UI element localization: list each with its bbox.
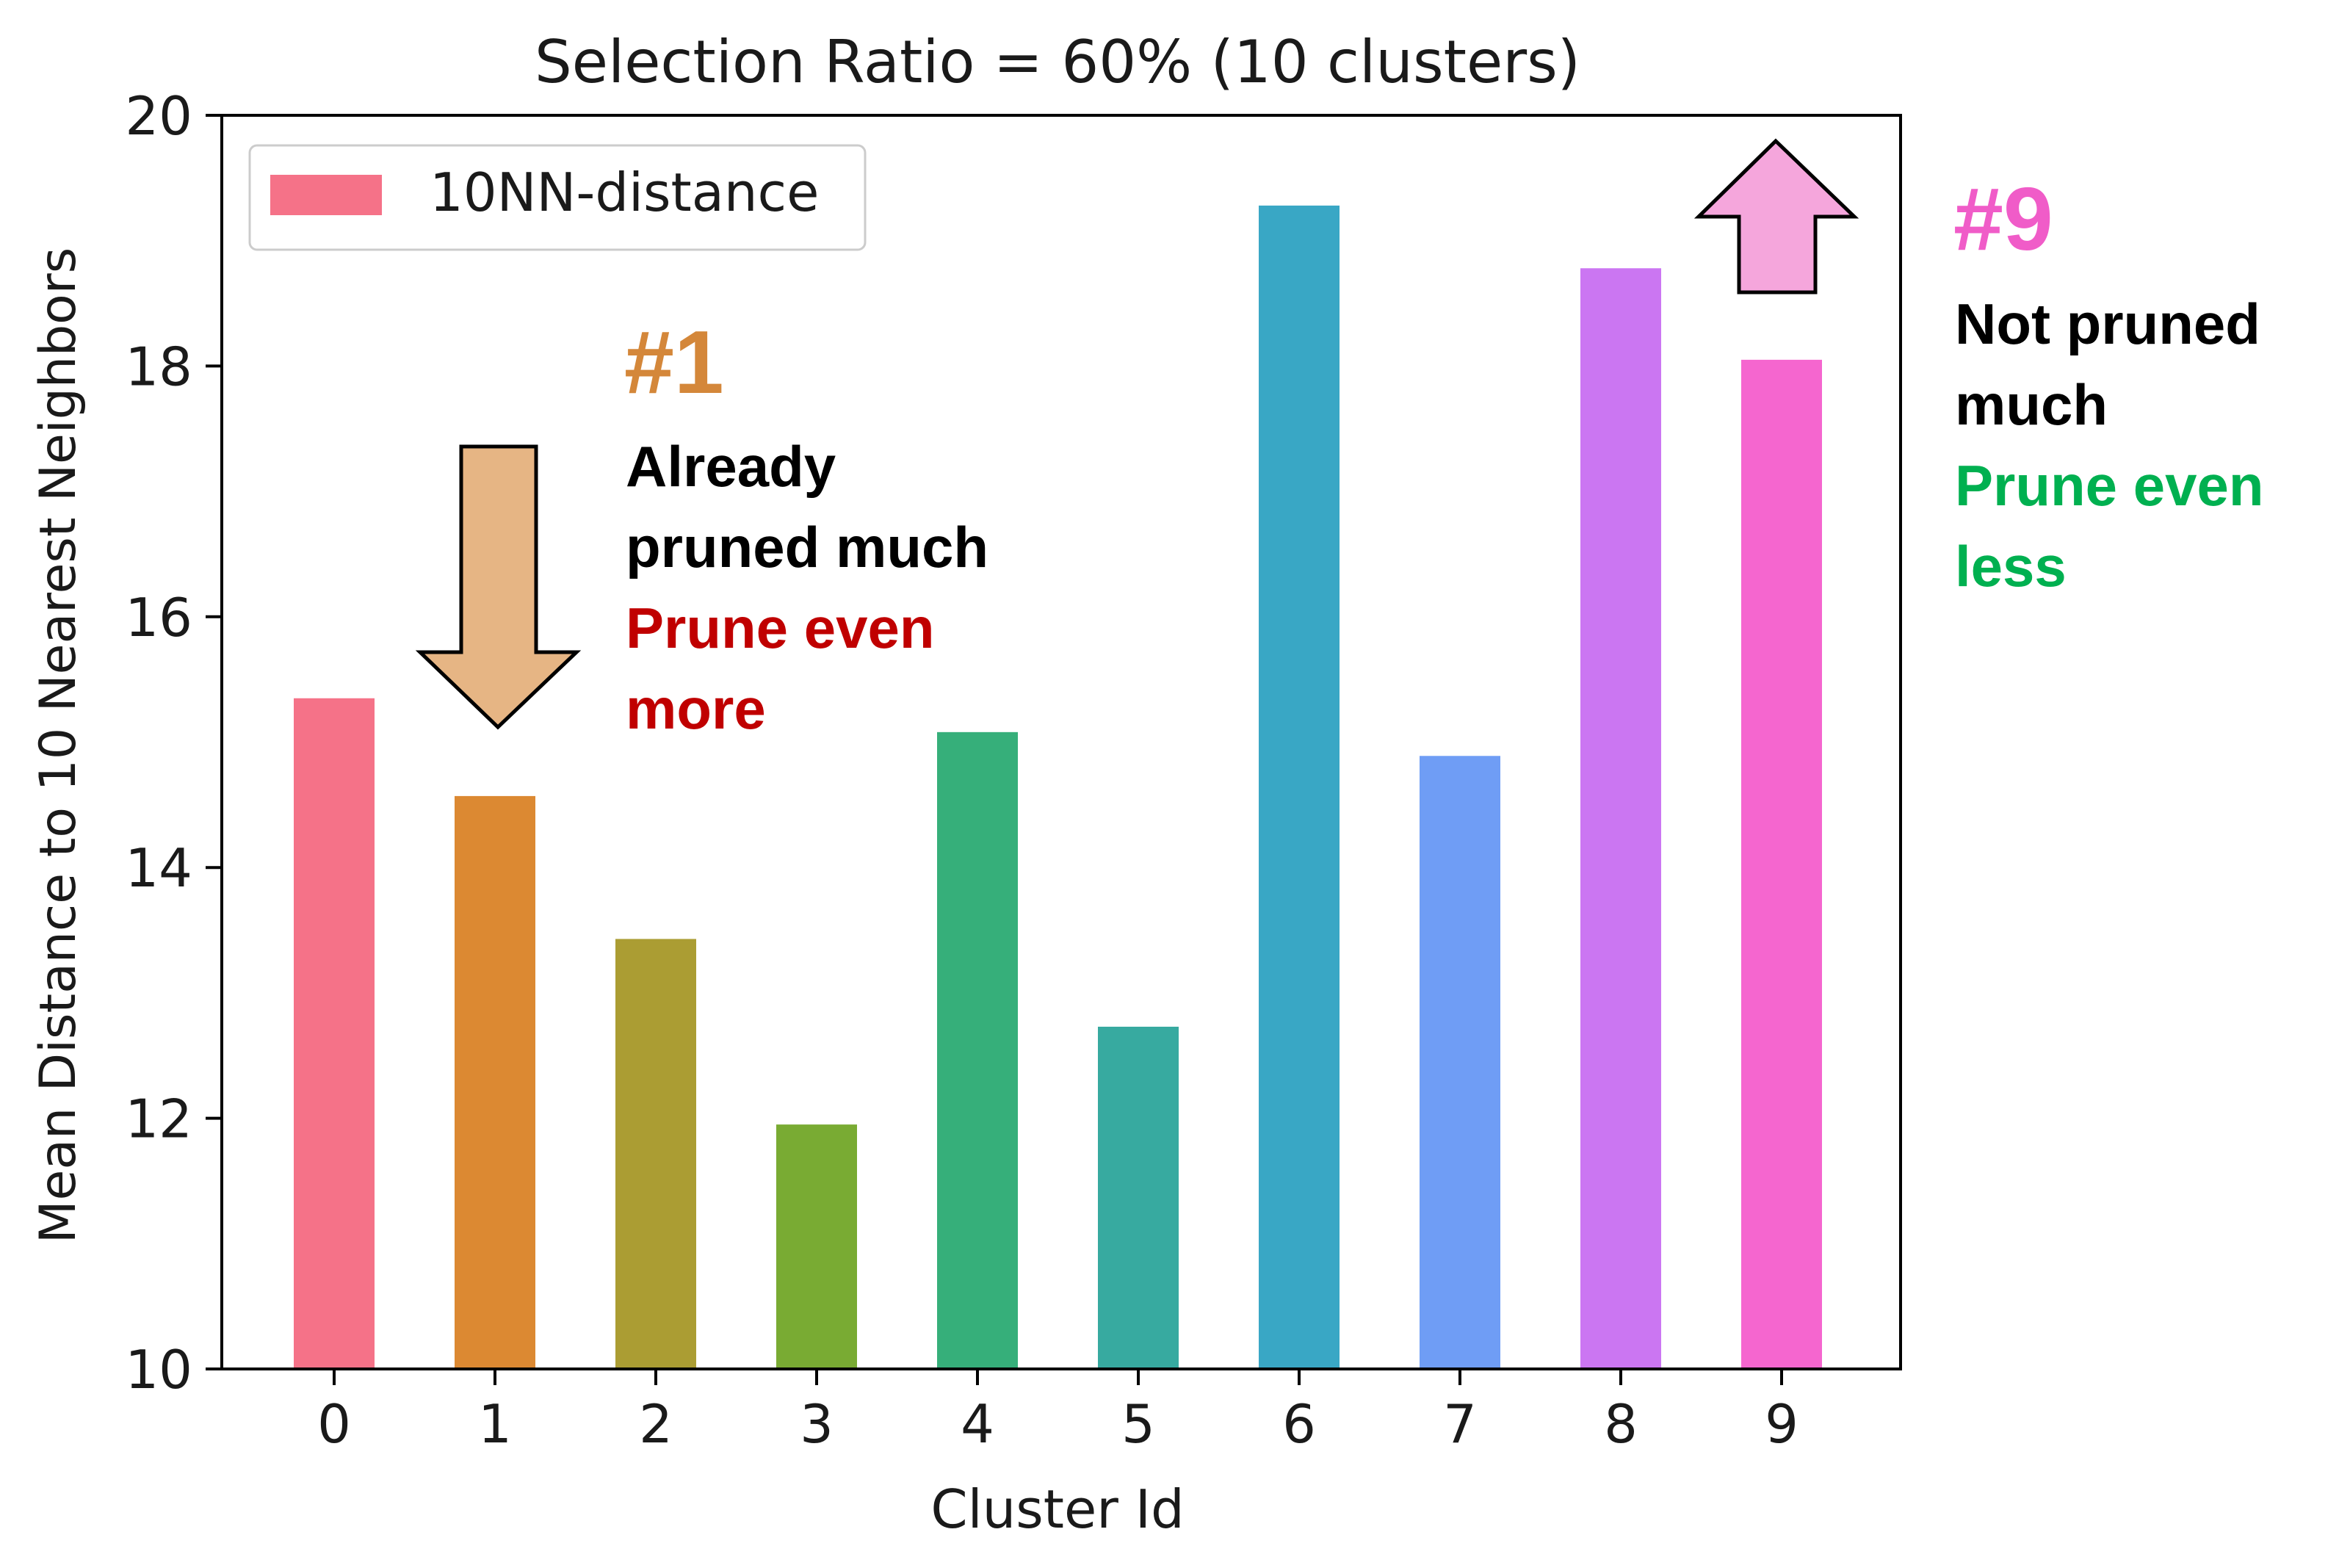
x-tick-label: 2	[639, 1393, 673, 1455]
cluster1-line: Already	[626, 434, 836, 499]
y-tick-label: 12	[125, 1088, 192, 1150]
down-arrow-icon	[415, 444, 582, 730]
cluster9-line: Not pruned	[1955, 292, 2260, 356]
x-tick-label: 6	[1282, 1393, 1316, 1455]
y-tick-label: 10	[125, 1339, 192, 1401]
plot-frame	[220, 114, 1902, 1370]
x-tick-label: 9	[1765, 1393, 1798, 1455]
y-tick-label: 18	[125, 336, 192, 397]
legend-swatch	[270, 175, 382, 215]
cluster1-heading: #1	[624, 312, 724, 412]
bar-cluster-9	[1741, 359, 1822, 1369]
bar-cluster-7	[1420, 756, 1500, 1369]
legend-label: 10NN-distance	[430, 162, 819, 223]
annotation-cluster1: #1 Already pruned much Prune even more	[415, 312, 988, 741]
y-axis-label: Mean Distance to 10 Nearest Neighbors	[29, 248, 87, 1243]
bar-cluster-4	[937, 731, 1018, 1369]
bar-cluster-0	[294, 698, 375, 1369]
cluster1-line: pruned much	[626, 515, 988, 579]
x-axis-label: Cluster Id	[930, 1478, 1184, 1540]
x-tick-label: 1	[478, 1393, 512, 1455]
bar-cluster-2	[615, 939, 696, 1369]
x-ticks-group: 0 1 2 3 4 5 6 7 8 9	[317, 1369, 1798, 1455]
x-tick-label: 8	[1604, 1393, 1638, 1455]
x-tick-label: 7	[1443, 1393, 1477, 1455]
bar-cluster-5	[1098, 1026, 1179, 1369]
annotation-cluster9: #9 Not pruned much Prune even less	[1693, 138, 2264, 599]
y-tick-label: 20	[125, 85, 192, 147]
cluster9-line: less	[1955, 534, 2067, 599]
bar-cluster-3	[776, 1124, 857, 1369]
y-tick-label: 14	[125, 837, 192, 899]
up-arrow-icon	[1693, 138, 1859, 295]
cluster1-line: more	[626, 676, 766, 741]
legend: 10NN-distance	[248, 144, 867, 251]
cluster9-line: Prune even	[1955, 453, 2264, 518]
y-tick-label: 16	[125, 587, 192, 648]
cluster1-line: Prune even	[626, 596, 935, 660]
bars-group	[294, 205, 1822, 1369]
y-ticks-group: 10 12 14 16 18 20	[125, 85, 222, 1401]
x-tick-label: 4	[961, 1393, 994, 1455]
bar-cluster-8	[1580, 268, 1661, 1369]
bar-cluster-6	[1259, 205, 1340, 1369]
legend-box	[248, 144, 867, 251]
x-tick-label: 0	[317, 1393, 351, 1455]
x-tick-label: 3	[800, 1393, 834, 1455]
cluster9-line: much	[1955, 372, 2108, 437]
chart-title: Selection Ratio = 60% (10 clusters)	[535, 28, 1580, 96]
x-tick-label: 5	[1121, 1393, 1155, 1455]
cluster9-heading: #9	[1953, 169, 2053, 269]
bar-cluster-1	[455, 795, 535, 1369]
